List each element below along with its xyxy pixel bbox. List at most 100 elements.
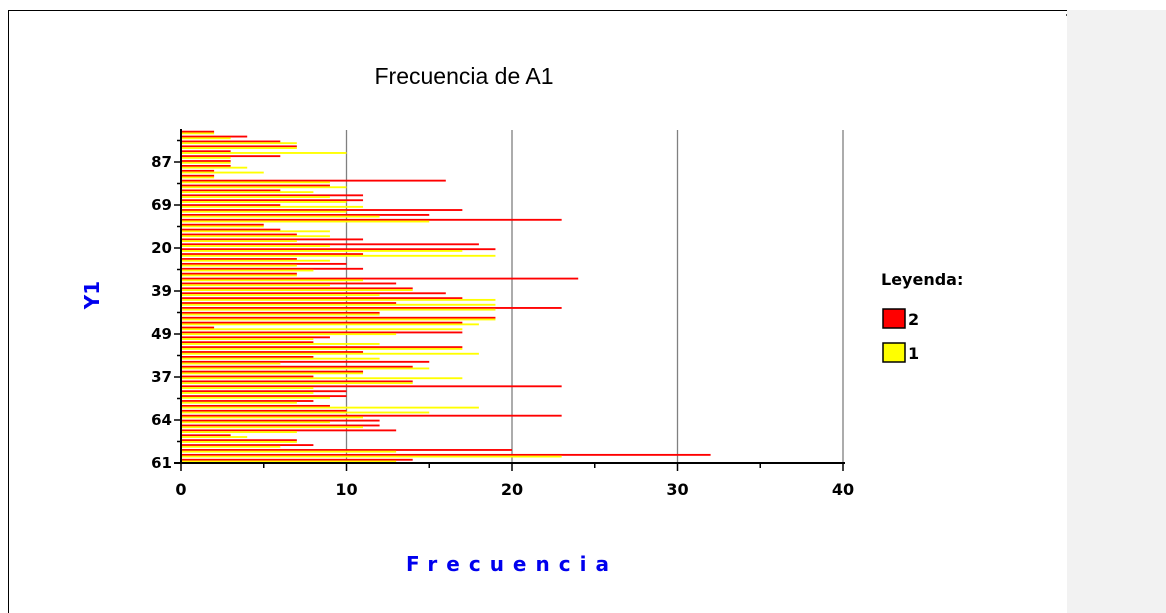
bar-series-2 [181,243,479,246]
bars [181,130,711,463]
bar-series-2 [181,380,413,383]
bar-series-2 [181,165,231,167]
bar-series-1 [181,274,297,277]
x-axis-label: Frecuencia [406,552,618,576]
bar-series-2 [181,458,413,461]
y-tick-label: 61 [151,454,172,472]
bar-series-2 [181,307,562,309]
bar-series-1 [181,318,496,321]
bar-series-1 [181,411,430,414]
bar-series-1 [181,259,330,262]
bar-series-2 [181,238,364,241]
x-tick-label: 30 [666,480,688,499]
bar-series-1 [181,347,463,350]
chart-title: Frecuencia de A1 [374,63,553,89]
bar-series-1 [181,249,463,252]
bar-series-1 [181,367,430,370]
y-tick-label: 37 [151,368,172,386]
bar-series-1 [181,289,413,292]
bar-series-2 [181,365,413,368]
y-tick-label: 69 [151,196,172,214]
bar-series-1 [181,382,413,385]
bar-series-1 [181,357,380,360]
bar-series-2 [181,145,297,148]
bar-series-1 [181,186,347,189]
x-tick-label: 40 [832,480,854,499]
bar-series-1 [181,176,215,179]
bar-series-2 [181,424,380,427]
bar-series-1 [181,352,479,355]
y-tick-label: 64 [151,411,172,429]
bar-series-1 [181,196,330,198]
bar-series-1 [181,440,297,443]
bar-series-1 [181,264,297,267]
bar-series-1 [181,445,281,448]
bar-series-2 [181,287,413,290]
bar-series-2 [181,449,512,451]
bar-series-1 [181,455,562,458]
bar-series-2 [181,414,562,417]
bar-series-1 [181,215,380,218]
bar-series-1 [181,416,364,419]
bar-series-2 [181,262,347,265]
bar-series-1 [181,137,231,140]
bar-series-1 [181,225,264,228]
bar-series-1 [181,147,297,149]
bar-series-2 [181,311,380,314]
bar-series-2 [181,297,463,300]
axes [174,129,845,464]
bar-series-1 [181,156,231,159]
bar-series-2 [181,194,364,197]
bar-series-2 [181,370,364,373]
y-tick-label: 49 [151,325,172,343]
side-panel [1067,10,1166,613]
bar-series-2 [181,258,297,260]
legend: Leyenda: 2 1 [881,270,963,363]
x-tick-label: 20 [501,480,523,499]
bar-series-2 [181,444,314,447]
bar-series-2 [181,179,446,182]
bar-series-1 [181,431,297,434]
bar-series-2 [181,404,330,407]
bar-series-2 [181,302,397,304]
bar-series-2 [181,356,314,358]
y-tick-label: 20 [151,239,172,257]
bar-series-1 [181,269,314,272]
bar-series-1 [181,142,297,145]
bar-series-2 [181,223,264,226]
bar-series-2 [181,316,496,319]
legend-title: Leyenda: [881,270,963,289]
bar-series-1 [181,205,364,208]
bar-series-2 [181,184,330,187]
bar-series-2 [181,135,248,138]
bar-series-2 [181,321,463,324]
bar-series-1 [181,161,231,164]
bar-series-1 [181,362,281,365]
x-ticks: 0 10 20 30 40 [175,463,854,499]
bar-series-2 [181,395,347,398]
bar-series-1 [181,401,297,404]
legend-swatch-2 [882,308,906,329]
bar-series-1 [181,254,496,257]
bar-series-2 [181,267,364,270]
bar-series-2 [181,199,364,202]
bar-series-2 [181,375,314,378]
bar-series-1 [181,323,479,326]
bar-series-1 [181,333,397,336]
bar-series-2 [181,253,364,256]
bar-series-2 [181,351,364,353]
bar-series-2 [181,174,215,177]
bar-series-2 [181,169,215,172]
bar-series-1 [181,132,215,135]
corner-mark [1066,14,1067,16]
bar-series-2 [181,336,330,339]
bar-series-1 [181,450,397,453]
bar-series-2 [181,360,430,363]
bar-series-1 [181,191,314,194]
bar-series-2 [181,160,231,162]
bar-series-2 [181,189,281,192]
bar-series-2 [181,150,231,153]
bar-series-1 [181,313,380,316]
legend-label-1: 1 [908,344,919,363]
